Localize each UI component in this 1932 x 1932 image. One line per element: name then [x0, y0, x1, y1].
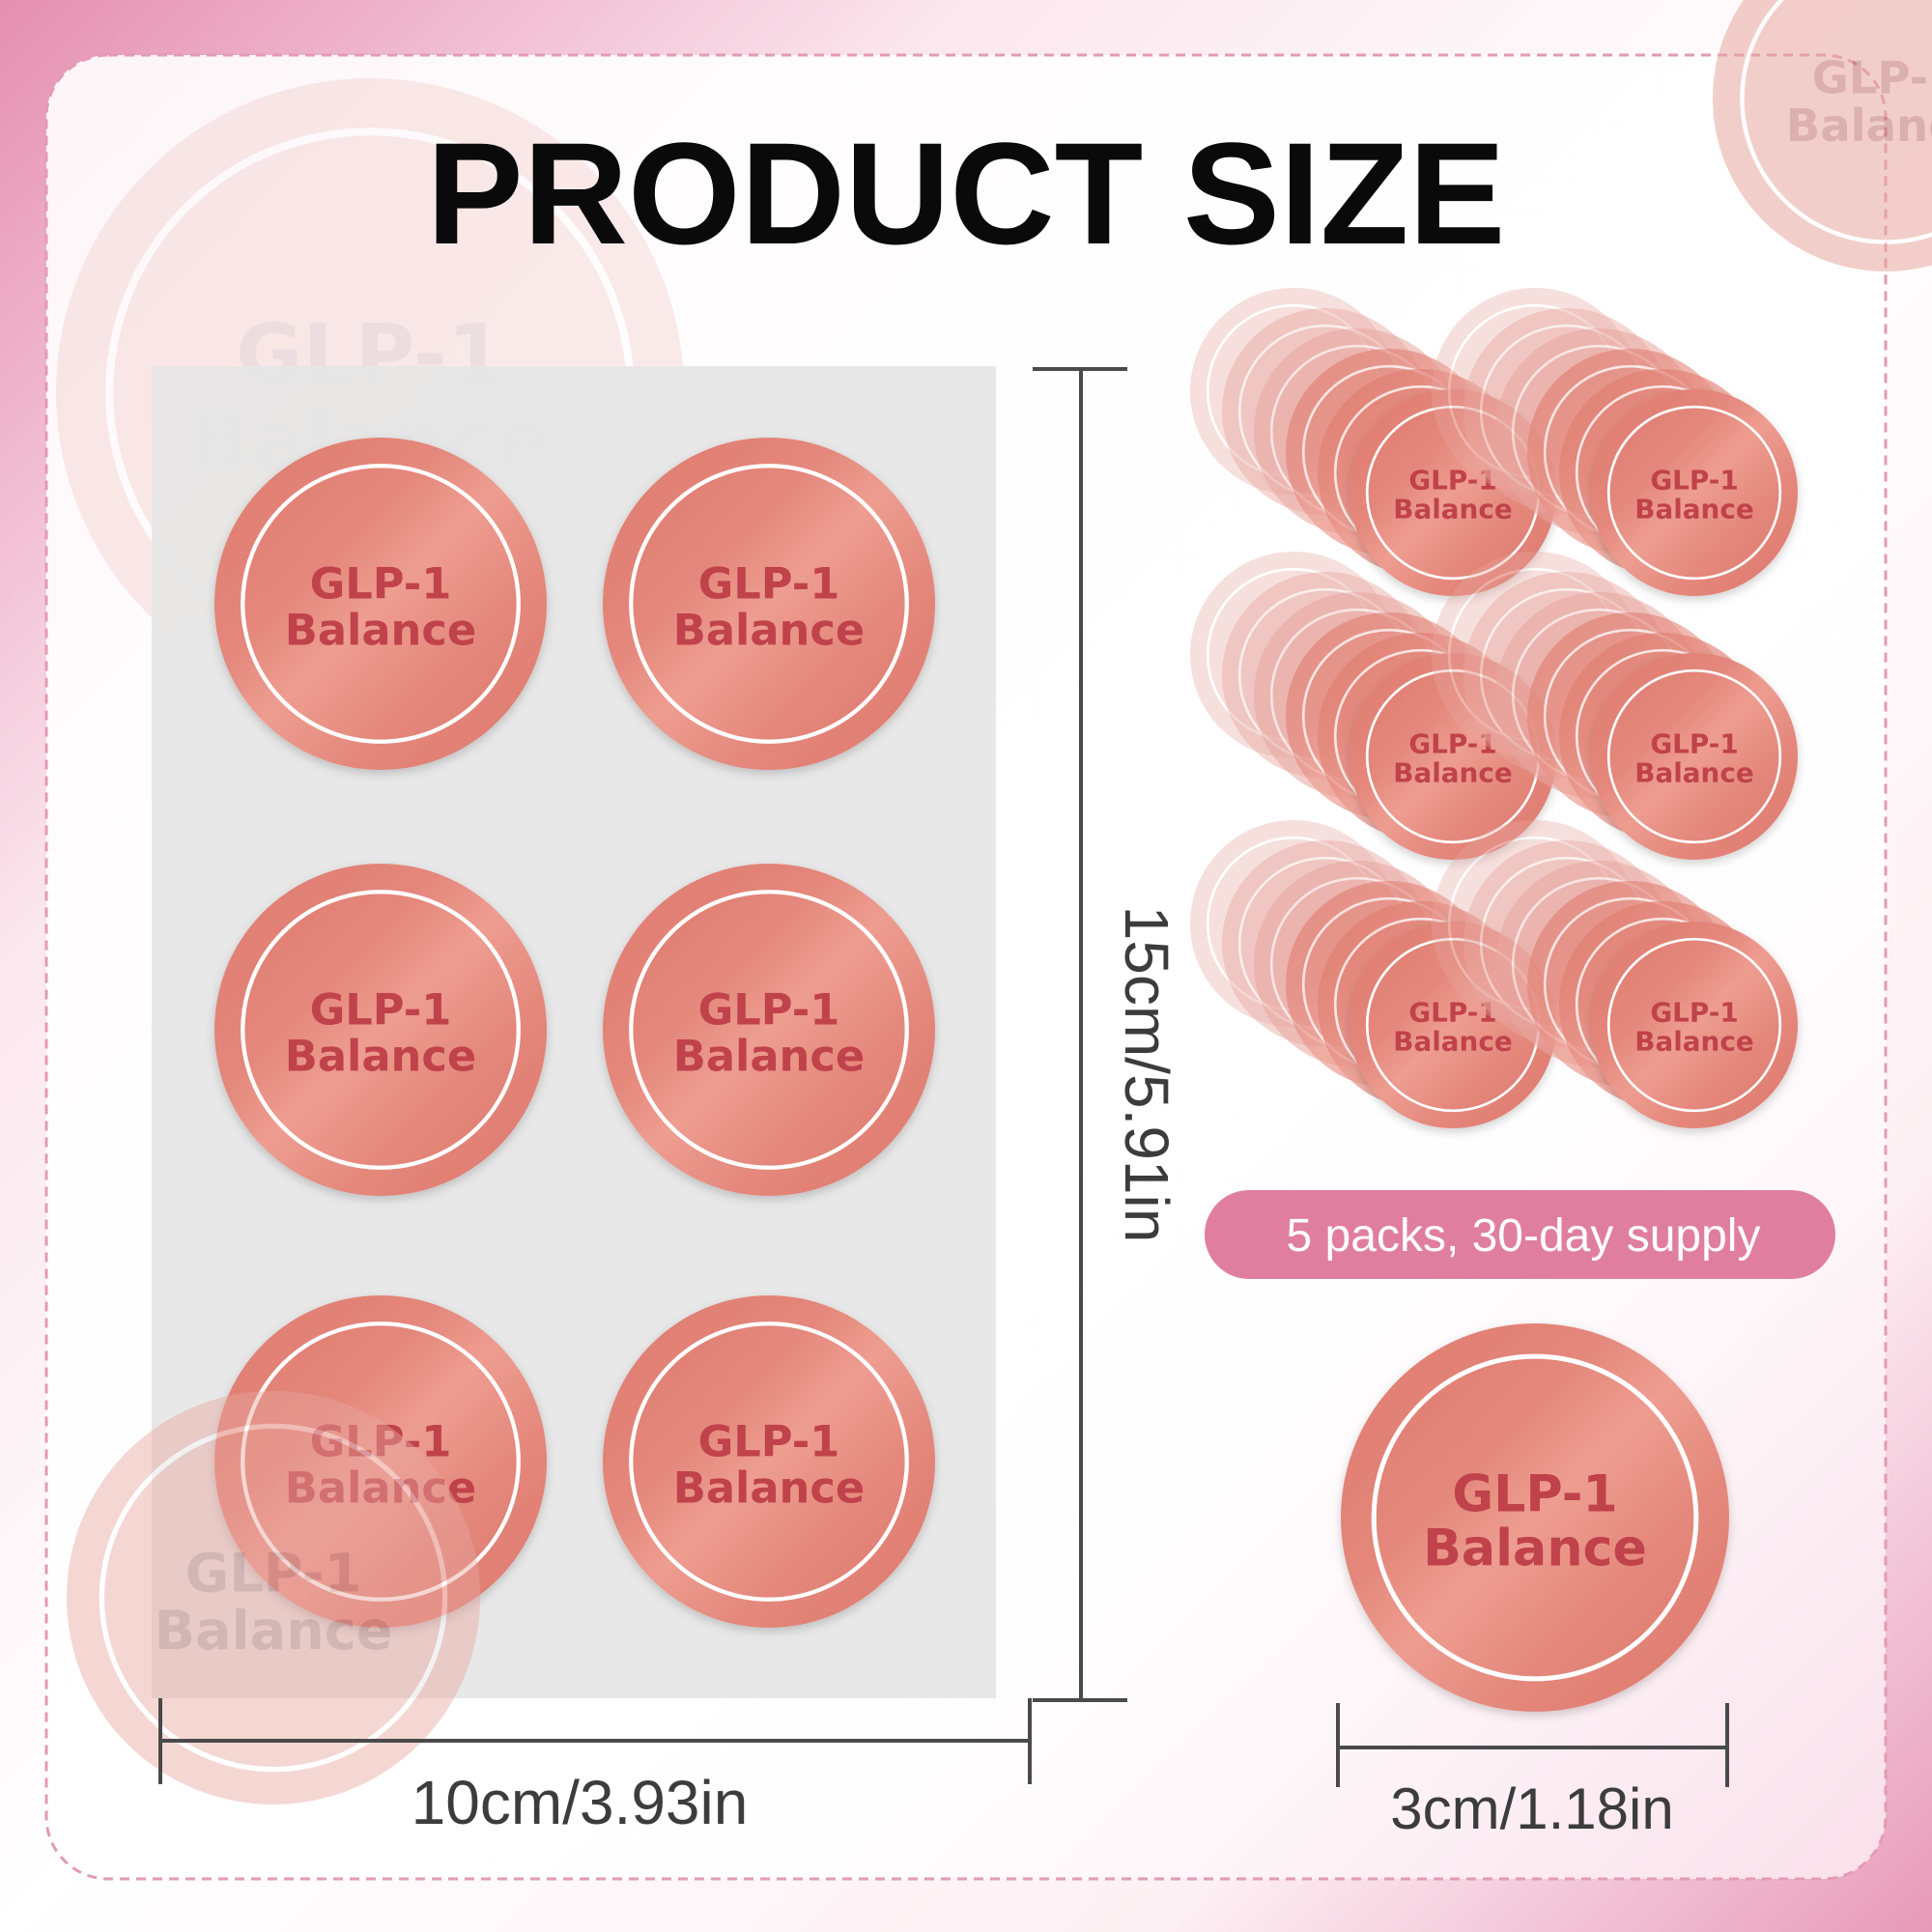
width-dimension-line [158, 1698, 1032, 1784]
diameter-dimension-line [1336, 1703, 1729, 1787]
sticker-text-line1: GLP-1 [698, 558, 840, 610]
sheet-width-label: 10cm/3.93in [412, 1768, 749, 1837]
sticker-text-line1: GLP-1 [1650, 997, 1738, 1029]
sticker-text-line1: GLP-1 [1408, 728, 1496, 760]
sticker-text-line1: GLP-1 [1650, 728, 1738, 760]
sticker-text-line2: Balance [1393, 493, 1512, 525]
sticker-text-line2: Balance [155, 1600, 393, 1662]
sticker-text-line2: Balance [1393, 1025, 1512, 1057]
sticker-text-line2: Balance [285, 1462, 476, 1513]
pack-badge [1205, 1190, 1835, 1279]
sticker-text-line2: Balance [285, 604, 476, 655]
sheet-stickers: GLP-1BalanceGLP-1BalanceGLP-1BalanceGLP-… [67, 438, 935, 1804]
sticker-text-line1: GLP-1 [698, 1416, 840, 1467]
pack-badge-text: 5 packs, 30-day supply [1287, 1210, 1761, 1262]
sticker-text-line2: Balance [673, 604, 865, 655]
sticker-text-line1: GLP-1 [310, 1416, 452, 1467]
sticker-text-line1: GLP-1 [1812, 51, 1932, 103]
sticker-text-line1: GLP-1 [1452, 1465, 1618, 1524]
page-title: PRODUCT SIZE [427, 112, 1506, 274]
sticker-text-line2: Balance [1634, 493, 1753, 525]
sticker-diameter-label: 3cm/1.18in [1390, 1776, 1674, 1841]
sticker-text-line1: GLP-1 [310, 558, 452, 610]
sticker-text-line1: GLP-1 [698, 984, 840, 1036]
sticker-text-line2: Balance [1634, 756, 1753, 788]
sticker-text-line1: GLP-1 [1408, 465, 1496, 497]
sticker-text-line1: GLP-1 [185, 1542, 362, 1605]
sheet-height-label: 15cm/5.91in [1112, 906, 1181, 1243]
sticker-text-line2: Balance [1786, 99, 1932, 152]
sticker-text-line2: Balance [673, 1030, 865, 1081]
sticker-text-line2: Balance [1423, 1520, 1647, 1578]
sticker-text-line2: Balance [285, 1030, 476, 1081]
sticker-text-line1: GLP-1 [1650, 465, 1738, 497]
sticker-text-line2: Balance [1634, 1025, 1753, 1057]
sticker-text-line2: Balance [1393, 756, 1512, 788]
sticker-text-line2: Balance [673, 1462, 865, 1513]
sticker-stacks: GLP-1BalanceGLP-1BalanceGLP-1BalanceGLP-… [1190, 288, 1798, 1128]
height-dimension-line [1033, 367, 1127, 1702]
sticker-text-line1: GLP-1 [310, 984, 452, 1036]
sticker-text-line1: GLP-1 [1408, 997, 1496, 1029]
